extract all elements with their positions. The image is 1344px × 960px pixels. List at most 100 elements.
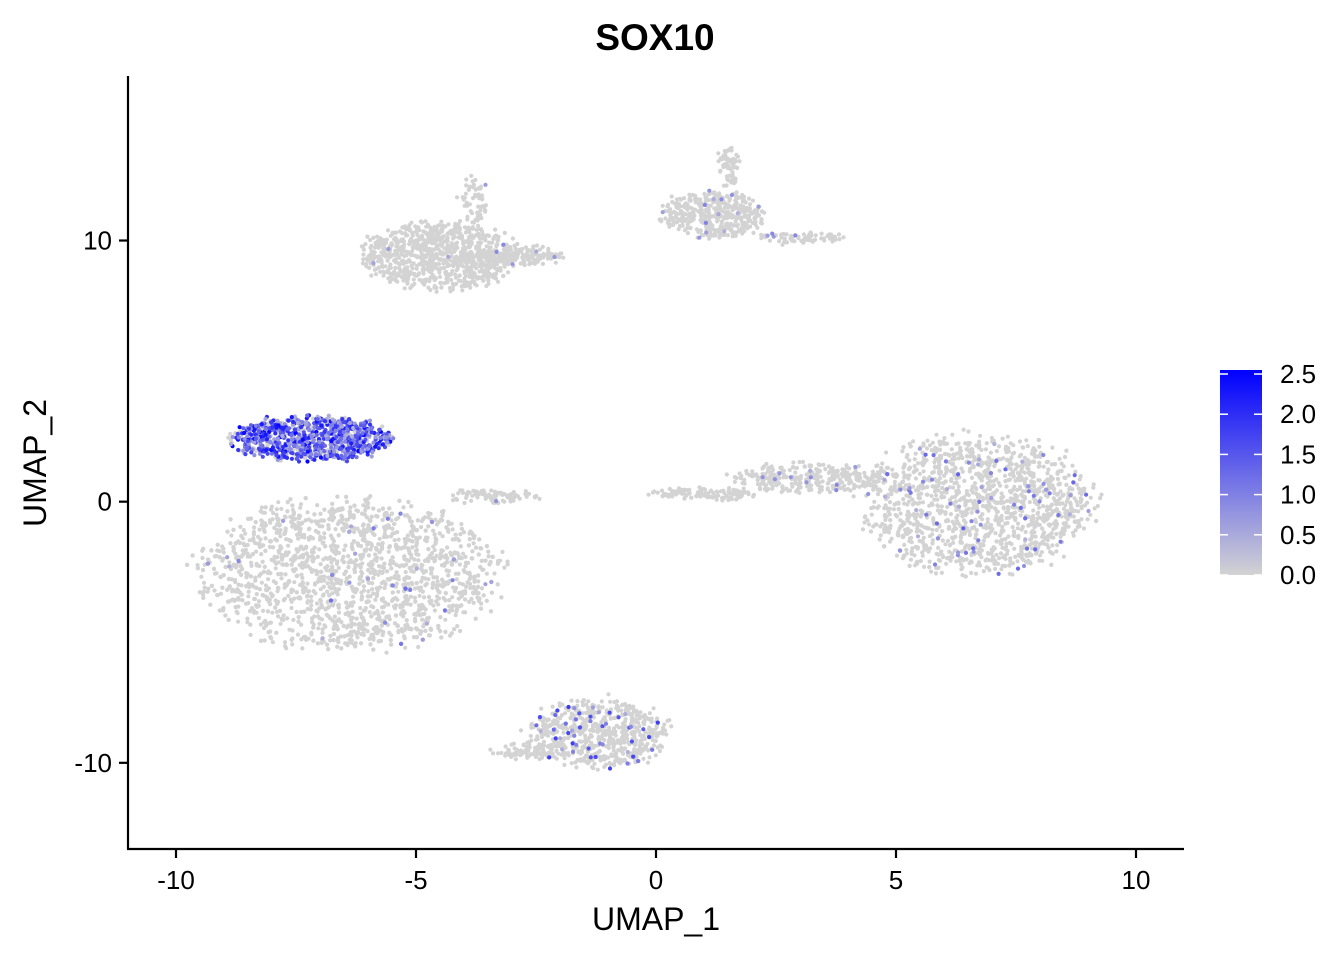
cell-point: [430, 254, 435, 259]
cell-point: [365, 542, 370, 547]
cell-point: [403, 627, 408, 632]
cell-point: [326, 604, 331, 610]
cell-point: [461, 551, 466, 556]
cell-point: [218, 591, 224, 596]
cell-point: [455, 266, 460, 271]
cell-point: [439, 219, 444, 224]
cell-point: [226, 617, 231, 623]
cell-point: [441, 257, 446, 262]
cell-point: [514, 249, 520, 254]
cell-point: [901, 497, 906, 502]
cell-point: [388, 562, 393, 567]
cell-point: [384, 510, 389, 516]
cell-point: [285, 500, 290, 505]
cell-point: [453, 242, 458, 247]
cell-point: [740, 196, 745, 201]
cell-point: [215, 542, 220, 547]
cell-point: [228, 431, 233, 436]
cell-point: [321, 557, 326, 562]
cell-point: [379, 619, 384, 624]
cell-point: [360, 579, 365, 584]
cell-point: [495, 582, 500, 587]
cell-point: [243, 531, 248, 536]
cell-point: [405, 279, 410, 284]
cell-point: [369, 541, 374, 547]
cell-point: [336, 533, 341, 538]
cell-point: [395, 244, 400, 249]
cell-point: [438, 240, 444, 245]
cell-point: [298, 505, 303, 510]
cell-point: [263, 523, 268, 528]
cell-point: [276, 518, 281, 523]
cell-point: [724, 164, 729, 169]
cell-point: [233, 605, 238, 610]
cell-point: [262, 625, 267, 631]
cell-point: [1055, 543, 1060, 548]
cell-point: [355, 630, 361, 635]
cell-point: [415, 232, 420, 237]
cell-point: [319, 569, 324, 575]
cell-point: [335, 618, 340, 623]
cell-point: [998, 551, 1004, 556]
cell-point: [212, 571, 218, 576]
cell-point: [449, 277, 454, 283]
cell-point: [462, 591, 467, 596]
cell-point: [420, 278, 425, 283]
cell-point: [235, 587, 240, 592]
cell-point: [434, 575, 439, 580]
cell-point: [360, 261, 365, 266]
cell-point: [369, 256, 374, 261]
cell-point: [259, 523, 264, 528]
cell-point: [389, 518, 394, 523]
cell-point: [185, 562, 190, 568]
cell-point: [246, 594, 251, 599]
cell-point: [343, 522, 348, 528]
cell-point: [449, 552, 454, 557]
cell-point: [347, 574, 352, 579]
cell-point: [310, 554, 315, 559]
cell-point: [376, 508, 381, 513]
cell-point: [728, 159, 734, 165]
cell-point: [341, 547, 347, 553]
cell-point: [456, 222, 461, 227]
cell-point: [440, 577, 445, 582]
cell-point: [256, 603, 261, 608]
cell-point: [290, 628, 295, 633]
cell-point: [385, 228, 391, 233]
cell-point: [265, 422, 270, 427]
cell-point: [212, 554, 217, 559]
cell-point: [363, 497, 368, 502]
cell-point: [403, 623, 408, 628]
cell-point: [462, 279, 468, 284]
cell-point: [309, 630, 314, 636]
cell-point: [464, 183, 469, 188]
cell-point: [366, 580, 371, 586]
cell-point: [410, 529, 415, 535]
cell-point: [251, 532, 256, 537]
cell-point: [414, 225, 419, 230]
cell-point: [334, 561, 340, 566]
cell-point: [375, 514, 380, 519]
cell-point: [424, 246, 429, 251]
cell-point: [300, 575, 305, 580]
cell-point: [353, 562, 358, 567]
cell-point: [320, 605, 325, 610]
cell-point: [454, 577, 459, 582]
cell-point: [299, 553, 304, 558]
cell-point: [254, 563, 259, 568]
cell-point: [322, 507, 327, 512]
cell-point: [474, 261, 479, 266]
cell-point: [348, 560, 353, 565]
cell-point: [750, 220, 755, 225]
cell-point: [283, 515, 288, 520]
cell-point: [258, 638, 264, 644]
cell-point: [358, 641, 364, 646]
cell-point: [440, 235, 445, 241]
cell-point: [414, 543, 419, 548]
cell-point: [335, 644, 340, 649]
cell-point: [429, 268, 434, 273]
cell-point: [266, 577, 271, 582]
cell-point: [458, 253, 463, 258]
cell-point: [453, 532, 458, 537]
cell-point: [426, 547, 431, 552]
